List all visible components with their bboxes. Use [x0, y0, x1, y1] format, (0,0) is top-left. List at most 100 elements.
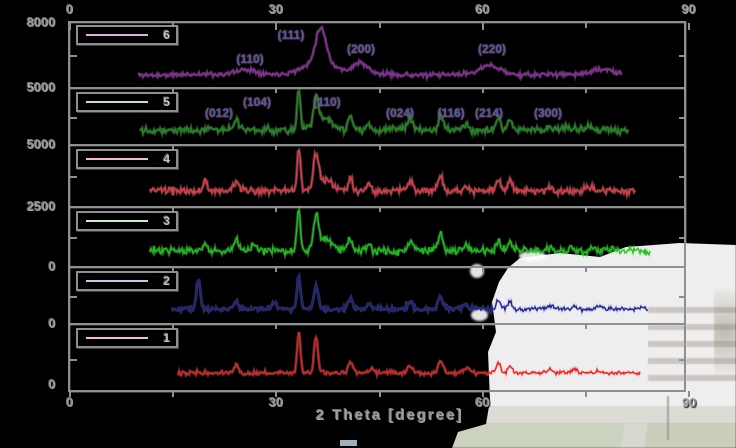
- peak-annotation: (300): [533, 106, 563, 120]
- divider-tick: [481, 89, 484, 93]
- legend-box: 5: [76, 92, 178, 112]
- trace-series-6: [137, 26, 623, 81]
- left-spine-tick: [70, 176, 77, 178]
- divider-tick: [275, 146, 278, 150]
- photo-tree: [714, 290, 736, 394]
- peak-annotation: (214): [474, 106, 504, 120]
- peak-annotation: (111): [277, 28, 305, 42]
- divider-tick: [172, 146, 175, 150]
- trace-series-4: [149, 148, 636, 198]
- divider-tick: [172, 89, 175, 93]
- y-tick-label: 0: [48, 316, 56, 331]
- legend-series-label: 1: [163, 331, 170, 345]
- divider-tick: [481, 146, 484, 150]
- peak-annotation: (116): [437, 106, 465, 120]
- bottom-axis-tick: [688, 391, 691, 397]
- legend-box: 3: [76, 211, 178, 231]
- panel-divider: [70, 87, 686, 89]
- peak-annotation: (110): [236, 52, 264, 66]
- left-spine-tick: [70, 55, 77, 57]
- photo-lamppost: [667, 396, 669, 440]
- top-tick-label: 0: [66, 2, 74, 17]
- legend-line-sample: [86, 101, 148, 103]
- legend-series-label: 4: [163, 152, 170, 166]
- left-spine-tick: [70, 117, 77, 119]
- right-spine-tick: [679, 359, 686, 361]
- panel-divider: [70, 266, 686, 268]
- top-axis-tick: [688, 23, 691, 30]
- divider-tick: [378, 146, 381, 150]
- trace-series-3: [149, 207, 651, 258]
- left-spine-tick: [70, 237, 77, 239]
- photo-fragment: [519, 251, 546, 261]
- bottom-axis-tick: [378, 391, 381, 397]
- divider-tick: [585, 89, 587, 93]
- legend-line-sample: [86, 34, 148, 36]
- panel-divider: [70, 144, 686, 146]
- right-spine-tick: [679, 55, 686, 57]
- legend-line-sample: [86, 280, 148, 282]
- divider-tick: [275, 268, 278, 272]
- trace-series-1: [177, 331, 641, 378]
- top-axis-tick: [378, 23, 381, 28]
- peak-annotation: (104): [242, 95, 272, 109]
- peak-annotation: (012): [204, 106, 234, 120]
- bottom-tick-label: 60: [475, 395, 491, 410]
- divider-tick: [378, 89, 381, 93]
- peak-annotation: (220): [477, 42, 507, 56]
- legend-series-label: 6: [163, 28, 170, 42]
- bottom-axis-tick: [275, 391, 278, 397]
- legend-box: 6: [76, 25, 178, 45]
- legend-box: 4: [76, 149, 178, 169]
- trace-halo-series-6: [137, 24, 623, 83]
- bottom-tick-label: 30: [269, 395, 284, 410]
- divider-tick: [275, 89, 278, 93]
- bottom-axis-tick: [585, 391, 587, 397]
- y-tick-label: 5000: [27, 137, 56, 152]
- photo-lawn: [452, 423, 736, 448]
- divider-tick: [172, 268, 175, 272]
- trace-series-5: [139, 89, 629, 137]
- divider-tick: [481, 268, 484, 272]
- left-spine-tick: [70, 359, 77, 361]
- photo-fragment: [471, 309, 488, 321]
- legend-series-label: 5: [163, 95, 170, 109]
- y-tick-label: 5000: [27, 80, 56, 95]
- top-tick-label: 90: [681, 2, 697, 17]
- bottom-tick-label: 90: [681, 395, 697, 410]
- top-axis-tick: [275, 23, 278, 30]
- trace-halo-series-3: [148, 204, 652, 261]
- top-axis-tick: [69, 23, 71, 30]
- legend-box: 2: [76, 271, 178, 291]
- legend-line-sample: [86, 337, 148, 339]
- peak-annotation: (024): [385, 106, 415, 120]
- divider-tick: [481, 208, 484, 212]
- peak-annotation: (110): [313, 95, 341, 109]
- top-tick-label: 60: [475, 2, 491, 17]
- divider-tick: [378, 325, 381, 329]
- top-tick-label: 30: [269, 2, 284, 17]
- photo-building: [648, 296, 736, 392]
- slide-marker: [340, 440, 357, 446]
- divider-tick: [585, 268, 587, 272]
- peak-annotation: (200): [346, 42, 376, 56]
- divider-tick: [585, 146, 587, 150]
- right-spine-tick: [679, 117, 686, 119]
- legend-series-label: 2: [163, 274, 170, 288]
- divider-tick: [585, 208, 587, 212]
- bottom-tick-label: 0: [66, 395, 74, 410]
- legend-line-sample: [86, 158, 148, 160]
- x-axis-title: 2 Theta [degree]: [316, 407, 464, 424]
- bottom-axis-tick: [172, 391, 175, 397]
- y-tick-label: 8000: [27, 15, 56, 30]
- divider-tick: [172, 208, 175, 212]
- divider-tick: [378, 208, 381, 212]
- trace-series-2: [171, 274, 649, 314]
- panel-divider: [70, 323, 686, 325]
- divider-tick: [378, 268, 381, 272]
- divider-tick: [172, 325, 175, 329]
- divider-tick: [585, 325, 587, 329]
